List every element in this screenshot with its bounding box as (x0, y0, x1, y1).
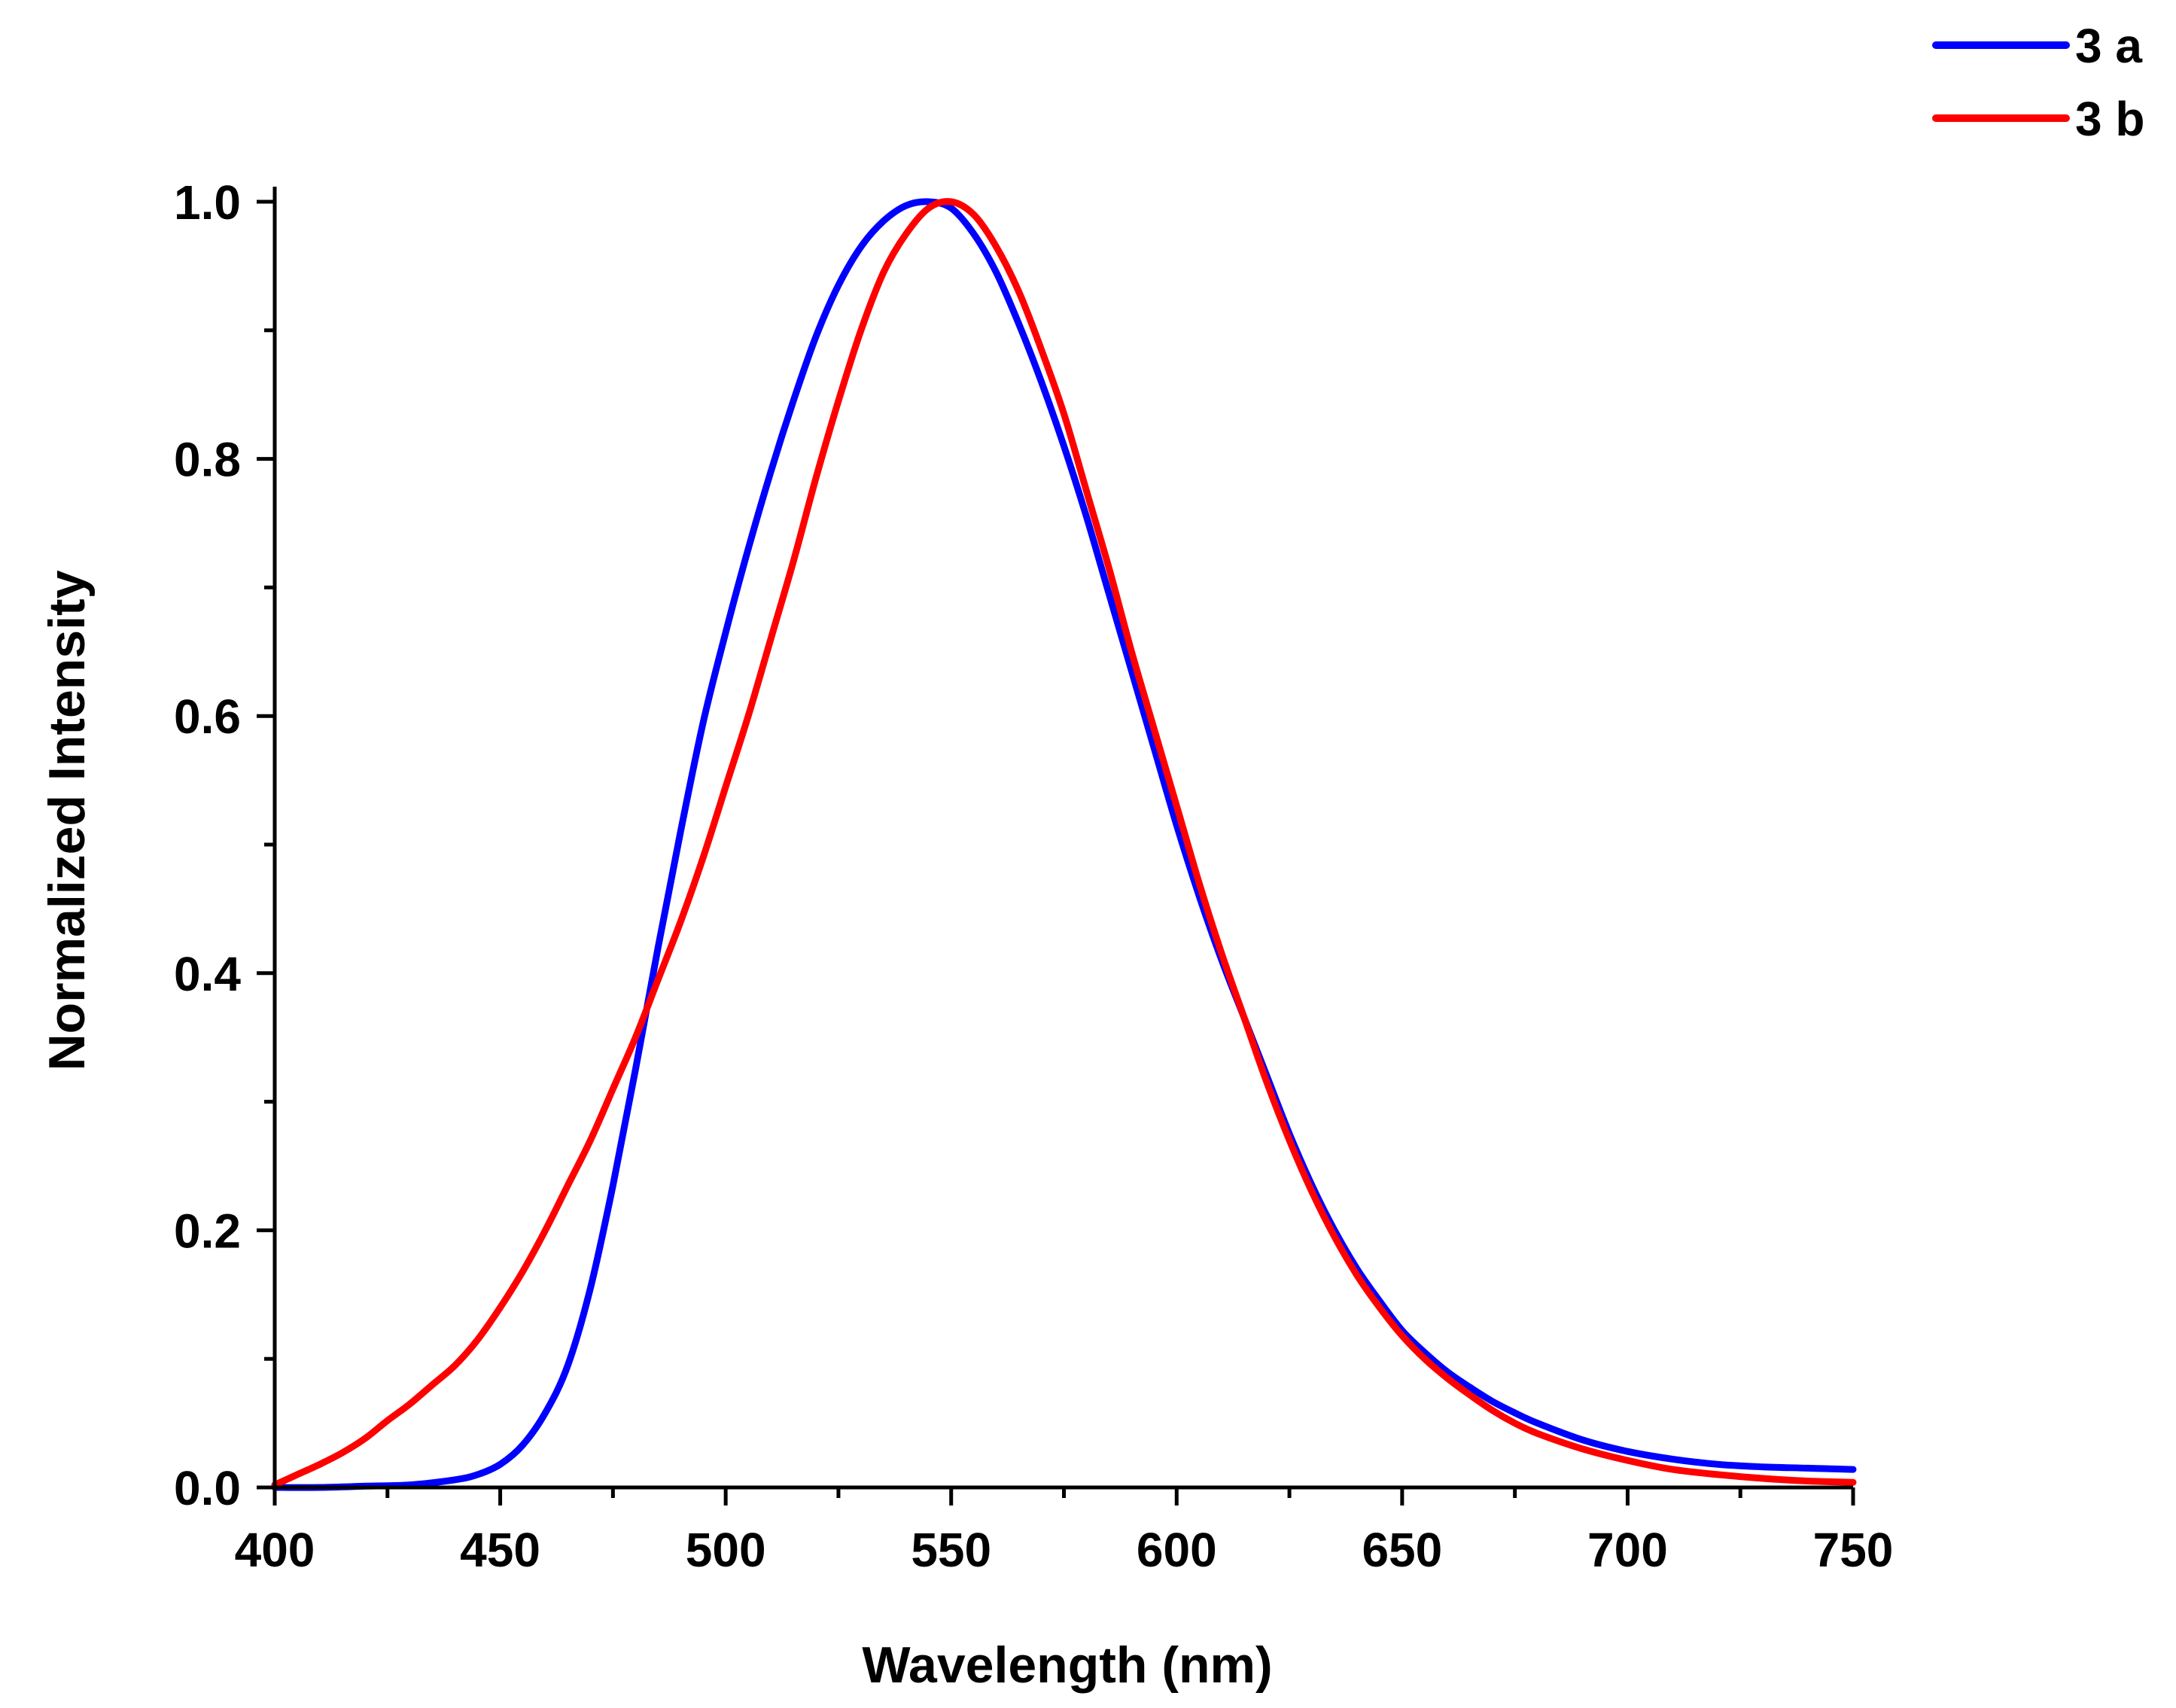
x-tick-label: 500 (686, 1523, 766, 1577)
y-tick-label: 0.2 (174, 1204, 241, 1258)
x-axis-label: Wavelength (nm) (862, 1636, 1272, 1694)
x-tick-label: 650 (1362, 1523, 1442, 1577)
legend-label: 3 b (2075, 92, 2144, 146)
y-tick-label: 0.4 (174, 947, 241, 1001)
x-tick-label: 400 (235, 1523, 315, 1577)
x-axis-ticks: 400 450 500 550 600 650 700 750 (235, 1487, 1894, 1577)
y-tick-label: 1.0 (174, 175, 241, 230)
y-tick-label: 0.0 (174, 1461, 241, 1515)
y-tick-label: 0.8 (174, 433, 241, 487)
x-tick-label: 700 (1587, 1523, 1668, 1577)
legend-label: 3 a (2075, 19, 2142, 73)
x-tick-label: 550 (911, 1523, 991, 1577)
x-tick-label: 450 (460, 1523, 540, 1577)
y-axis-ticks: 0.0 0.2 0.4 0.6 0.8 1.0 (174, 175, 275, 1515)
legend: 3 a3 b (1932, 19, 2144, 146)
series-line-3a (271, 198, 1857, 1491)
y-axis-label: Normalized Intensity (38, 570, 96, 1070)
x-tick-label: 600 (1137, 1523, 1217, 1577)
series-line-3b (271, 198, 1857, 1489)
y-tick-label: 0.6 (174, 690, 241, 744)
x-tick-label: 750 (1813, 1523, 1894, 1577)
series-layer (271, 198, 1857, 1491)
